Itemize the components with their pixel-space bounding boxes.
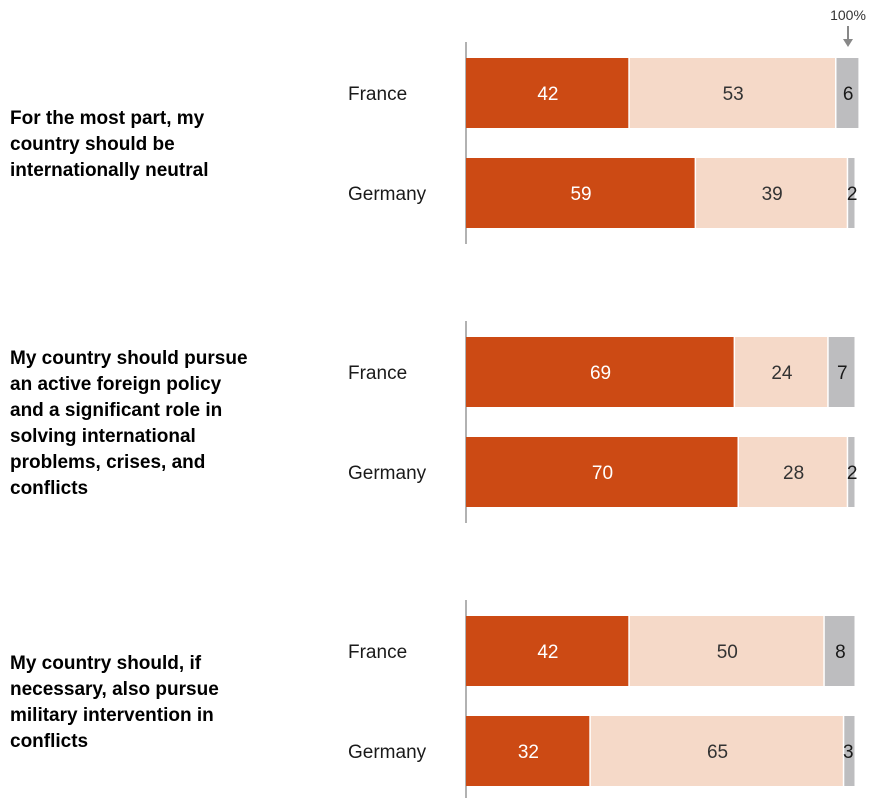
question-group-3: My country should, if necessary, also pur…	[10, 600, 855, 798]
bar-segment	[735, 337, 828, 407]
country-label: Germany	[348, 742, 427, 763]
bar-row-france: France 42 50 8	[348, 616, 855, 686]
question-group-2: My country should pursue an active foreig…	[10, 321, 857, 523]
data-label: 28	[783, 463, 804, 484]
statement-label: My country should, if necessary, also pur…	[10, 653, 219, 752]
statement-label: My country should pursue an active foreig…	[10, 348, 248, 499]
bar-segment	[466, 716, 590, 786]
bar-segment	[828, 337, 855, 407]
bar-segment	[696, 158, 847, 228]
bar-segment	[824, 616, 855, 686]
data-label: 70	[592, 463, 613, 484]
data-label: 69	[590, 363, 611, 384]
data-label: 59	[570, 184, 591, 205]
bar-segment	[629, 616, 824, 686]
bar-segment	[466, 337, 734, 407]
bar-segment	[844, 716, 855, 786]
data-label: 6	[843, 84, 854, 105]
bar-segment	[466, 58, 629, 128]
data-label: 39	[762, 184, 783, 205]
data-label: 32	[518, 742, 539, 763]
country-label: France	[348, 642, 407, 663]
data-label: 7	[837, 363, 848, 384]
data-label: 24	[771, 363, 793, 384]
bar-row-germany: Germany 32 65 3	[348, 716, 855, 786]
bar-segment	[836, 58, 859, 128]
reference-100-label: 100%	[830, 7, 866, 23]
data-label: 50	[717, 642, 738, 663]
data-label: 53	[723, 84, 744, 105]
bar-segment	[629, 58, 835, 128]
bar-row-france: France 69 24 7	[348, 337, 855, 407]
bar-row-germany: Germany 70 28 2	[348, 437, 857, 507]
bar-row-france: France 42 53 6	[348, 58, 859, 128]
question-group-1: For the most part, my country should be in…	[10, 42, 859, 244]
data-label: 42	[537, 642, 558, 663]
country-label: Germany	[348, 184, 427, 205]
bar-row-germany: Germany 59 39 2	[348, 158, 857, 228]
bar-segment	[466, 616, 629, 686]
bar-segment	[466, 437, 738, 507]
country-label: Germany	[348, 463, 427, 484]
statement-label: For the most part, my country should be in…	[10, 108, 208, 181]
country-label: France	[348, 363, 407, 384]
bar-segment	[848, 437, 855, 507]
data-label: 2	[847, 463, 858, 484]
data-label: 42	[537, 84, 558, 105]
bar-segment	[848, 158, 855, 228]
data-label: 3	[843, 742, 854, 763]
data-label: 65	[707, 742, 728, 763]
bar-segment	[590, 716, 843, 786]
bar-segment	[466, 158, 695, 228]
country-label: France	[348, 84, 407, 105]
data-label: 2	[847, 184, 858, 205]
bar-segment	[739, 437, 847, 507]
reference-arrow-head	[843, 39, 853, 47]
data-label: 8	[835, 642, 846, 663]
